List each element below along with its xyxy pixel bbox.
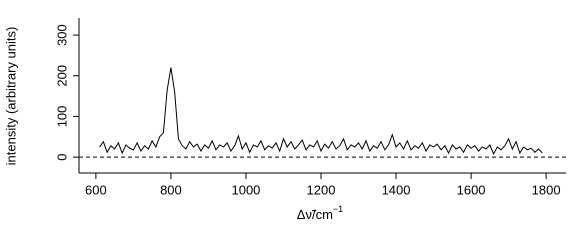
x-tick-label: 1000 <box>231 182 260 197</box>
x-tick-label: 1400 <box>382 182 411 197</box>
x-tick-label: 1800 <box>532 182 561 197</box>
y-axis-label: intensity (arbitrary units) <box>3 27 18 166</box>
x-tick-label: 1600 <box>457 182 486 197</box>
x-tick-label: 800 <box>160 182 182 197</box>
x-axis-label: Δν̃/cm−1 <box>297 204 343 222</box>
y-tick-label: 0 <box>54 154 69 161</box>
y-tick-label: 100 <box>54 106 69 128</box>
x-label-main: Δν̃/cm <box>297 207 333 222</box>
x-tick-label: 1200 <box>307 182 336 197</box>
y-tick-label: 200 <box>54 65 69 87</box>
x-tick-label: 600 <box>85 182 107 197</box>
spectrum-line <box>99 67 543 156</box>
x-label-superscript: −1 <box>333 204 343 214</box>
y-tick-label: 300 <box>54 24 69 46</box>
